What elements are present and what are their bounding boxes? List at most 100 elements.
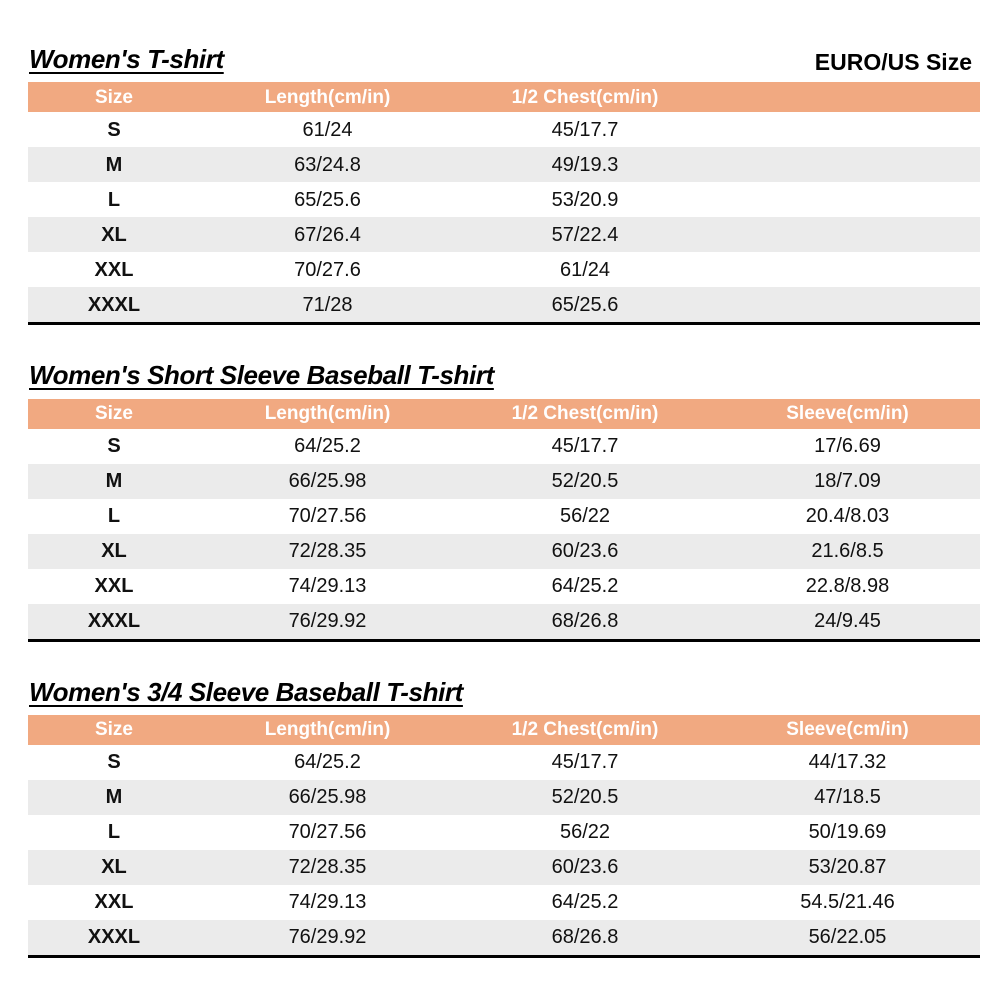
column-header: Sleeve(cm/in) bbox=[786, 403, 909, 425]
table-row: XXXL 76/29.92 68/26.8 24/9.45 bbox=[28, 603, 980, 639]
measurement-cell: 76/29.92 bbox=[288, 610, 367, 633]
measurement-cell: 64/25.2 bbox=[294, 751, 361, 774]
measurement-cell: 56/22 bbox=[559, 821, 611, 844]
measurement-cell: 61/24 bbox=[302, 118, 353, 141]
measurement-cell: 54.5/21.46 bbox=[800, 891, 895, 914]
measurement-cell: 49/19.3 bbox=[551, 153, 619, 176]
size-standard-label: EURO/US Size bbox=[814, 49, 972, 75]
measurement-cell: 53/20.87 bbox=[808, 856, 887, 879]
measurement-cell: 50/19.69 bbox=[808, 821, 887, 844]
measurement-cell: 72/28.35 bbox=[288, 856, 367, 879]
measurement-cell: 65/25.6 bbox=[294, 188, 361, 211]
table-header-row: Size Length(cm/in) 1/2 Chest(cm/in) Sleeve(… bbox=[28, 398, 980, 429]
measurement-cell: 66/25.98 bbox=[288, 786, 367, 809]
table-header-row: Size Length(cm/in) 1/2 Chest(cm/in) bbox=[28, 82, 980, 113]
measurement-cell: 18/7.09 bbox=[814, 470, 881, 493]
measurement-cell: 66/25.98 bbox=[288, 470, 367, 493]
measurement-cell: 57/22.4 bbox=[551, 223, 619, 246]
size-table-section: Women's 3/4 Sleeve Baseball T-shirt Size L… bbox=[28, 676, 980, 958]
measurement-cell: 74/29.13 bbox=[288, 575, 367, 598]
size-cell: L bbox=[107, 505, 121, 528]
column-header: Length(cm/in) bbox=[264, 719, 391, 741]
column-header: Size bbox=[94, 719, 134, 741]
size-cell: XXL bbox=[94, 575, 134, 598]
measurement-cell: 52/20.5 bbox=[551, 786, 619, 809]
size-cell: M bbox=[105, 470, 123, 493]
size-cell: XL bbox=[101, 223, 127, 246]
size-table-section: Women's T-shirt Size Length(cm/in) 1/2 Ches… bbox=[28, 44, 980, 326]
measurement-cell: 45/17.7 bbox=[551, 435, 619, 458]
size-cell: XXL bbox=[94, 258, 134, 281]
table-row: S 64/25.2 45/17.7 44/17.32 bbox=[28, 744, 980, 780]
column-header: Sleeve(cm/in) bbox=[786, 719, 909, 741]
table-row: XXL 74/29.13 64/25.2 54.5/21.46 bbox=[28, 884, 980, 920]
column-header: Length(cm/in) bbox=[264, 86, 391, 108]
measurement-cell: 45/17.7 bbox=[551, 118, 619, 141]
table-row: XXL 70/27.6 61/24 bbox=[28, 252, 980, 288]
measurement-cell: 22.8/8.98 bbox=[805, 575, 890, 598]
table-row: M 66/25.98 52/20.5 18/7.09 bbox=[28, 463, 980, 499]
table-row: XL 72/28.35 60/23.6 53/20.87 bbox=[28, 849, 980, 885]
size-cell: XXXL bbox=[87, 610, 141, 633]
table-row: M 66/25.98 52/20.5 47/18.5 bbox=[28, 779, 980, 815]
size-cell: XXL bbox=[94, 891, 134, 914]
table-row: L 70/27.56 56/22 50/19.69 bbox=[28, 814, 980, 850]
size-cell: M bbox=[105, 786, 123, 809]
table-title: Women's Short Sleeve Baseball T-shirt bbox=[29, 360, 494, 391]
size-cell: S bbox=[107, 751, 121, 774]
measurement-cell: 70/27.6 bbox=[294, 258, 361, 281]
measurement-cell: 70/27.56 bbox=[288, 505, 367, 528]
measurement-cell: 68/26.8 bbox=[551, 926, 619, 949]
measurement-cell: 70/27.56 bbox=[288, 821, 367, 844]
measurement-cell: 71/28 bbox=[302, 293, 353, 316]
measurement-cell: 21.6/8.5 bbox=[811, 540, 884, 563]
size-cell: XXXL bbox=[87, 926, 141, 949]
size-cell: L bbox=[107, 821, 121, 844]
table-row: L 65/25.6 53/20.9 bbox=[28, 182, 980, 218]
table-title: Women's T-shirt bbox=[29, 44, 224, 74]
table-row: XXL 74/29.13 64/25.2 22.8/8.98 bbox=[28, 568, 980, 604]
size-cell: S bbox=[107, 118, 121, 141]
measurement-cell: 64/25.2 bbox=[551, 891, 619, 914]
measurement-cell: 53/20.9 bbox=[551, 188, 619, 211]
size-cell: XXXL bbox=[87, 293, 141, 316]
measurement-cell: 63/24.8 bbox=[294, 153, 361, 176]
size-table-section: Women's Short Sleeve Baseball T-shirt Siz… bbox=[28, 360, 980, 642]
table-row: S 64/25.2 45/17.7 17/6.69 bbox=[28, 428, 980, 464]
size-table: Size Length(cm/in) 1/2 Chest(cm/in) Sleeve(… bbox=[28, 398, 980, 642]
table-row: S 61/24 45/17.7 bbox=[28, 112, 980, 148]
column-header: Size bbox=[94, 86, 134, 108]
table-row: XL 67/26.4 57/22.4 bbox=[28, 217, 980, 253]
measurement-cell: 64/25.2 bbox=[294, 435, 361, 458]
measurement-cell: 45/17.7 bbox=[551, 751, 619, 774]
table-title: Women's 3/4 Sleeve Baseball T-shirt bbox=[29, 676, 463, 707]
measurement-cell: 76/29.92 bbox=[288, 926, 367, 949]
measurement-cell: 64/25.2 bbox=[551, 575, 619, 598]
measurement-cell: 74/29.13 bbox=[288, 891, 367, 914]
measurement-cell: 65/25.6 bbox=[551, 293, 619, 316]
measurement-cell: 61/24 bbox=[559, 258, 611, 281]
size-cell: XL bbox=[101, 540, 127, 563]
column-header: Length(cm/in) bbox=[264, 403, 391, 425]
size-cell: M bbox=[105, 153, 123, 176]
column-header: 1/2 Chest(cm/in) bbox=[511, 86, 659, 108]
measurement-cell: 56/22 bbox=[559, 505, 611, 528]
size-table: Size Length(cm/in) 1/2 Chest(cm/in) S 61/24 4… bbox=[28, 82, 980, 326]
table-row: M 63/24.8 49/19.3 bbox=[28, 147, 980, 183]
measurement-cell: 44/17.32 bbox=[808, 751, 887, 774]
measurement-cell: 24/9.45 bbox=[814, 610, 881, 633]
column-header: 1/2 Chest(cm/in) bbox=[511, 403, 659, 425]
measurement-cell: 52/20.5 bbox=[551, 470, 619, 493]
measurement-cell: 56/22.05 bbox=[808, 926, 887, 949]
table-row: L 70/27.56 56/22 20.4/8.03 bbox=[28, 498, 980, 534]
table-row: XL 72/28.35 60/23.6 21.6/8.5 bbox=[28, 533, 980, 569]
size-table: Size Length(cm/in) 1/2 Chest(cm/in) Sleeve(… bbox=[28, 714, 980, 958]
measurement-cell: 47/18.5 bbox=[814, 786, 881, 809]
table-header-row: Size Length(cm/in) 1/2 Chest(cm/in) Sleeve(… bbox=[28, 714, 980, 745]
measurement-cell: 72/28.35 bbox=[288, 540, 367, 563]
measurement-cell: 20.4/8.03 bbox=[805, 505, 890, 528]
measurement-cell: 67/26.4 bbox=[294, 223, 361, 246]
measurement-cell: 68/26.8 bbox=[551, 610, 619, 633]
size-tables-container: Women's T-shirt Size Length(cm/in) 1/2 Ches… bbox=[28, 44, 980, 958]
